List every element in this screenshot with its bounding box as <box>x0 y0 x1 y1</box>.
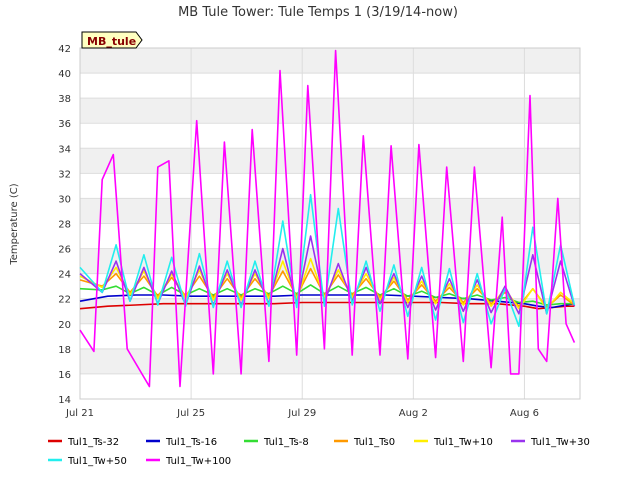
annotation-box: MB_tule <box>81 31 143 49</box>
y-tick-label: 14 <box>58 395 71 406</box>
legend-label: Tul1_Tw+100 <box>165 456 231 467</box>
series-line <box>79 193 576 328</box>
legend-label: Tul1_Tw+30 <box>530 437 590 448</box>
y-tick-label: 20 <box>58 320 71 331</box>
y-tick-label: 38 <box>58 94 71 105</box>
x-tick-label: Aug 6 <box>510 408 539 419</box>
plot-frame <box>79 47 581 400</box>
y-tick-label: 16 <box>58 370 71 381</box>
legend-label: Tul1_Tw+10 <box>433 437 493 448</box>
legend-label: Tul1_Ts-8 <box>263 437 309 448</box>
y-tick-label: 42 <box>58 44 71 55</box>
plot-band <box>80 148 580 174</box>
y-tick-label: 26 <box>58 245 71 256</box>
y-tick-label: 40 <box>58 69 71 80</box>
y-tick-label: 28 <box>58 220 71 231</box>
legend: Tul1_Ts-32 Tul1_Ts-16 Tul1_Ts-8 Tul1_Ts0 Tul… <box>48 437 590 467</box>
series-lines <box>79 49 576 388</box>
x-tick-label: Jul 29 <box>287 408 316 419</box>
x-tick-label: Jul 21 <box>65 408 94 419</box>
chart-title: MB Tule Tower: Tule Temps 1 (3/19/14-now… <box>178 5 458 20</box>
y-tick-label: 30 <box>58 194 71 205</box>
y-tick-label: 24 <box>58 270 71 281</box>
y-tick-label: 34 <box>58 144 71 155</box>
series-line <box>79 294 575 309</box>
y-tick-label: 18 <box>58 345 71 356</box>
series-line <box>79 49 576 388</box>
x-axis-ticks: Jul 21 Jul 25 Jul 29 Aug 2 Aug 6 <box>65 408 539 419</box>
plot-band <box>80 348 580 374</box>
y-axis-label: Temperature (C) <box>9 183 20 265</box>
y-tick-label: 32 <box>58 169 71 180</box>
y-axis-ticks: 14 16 18 20 22 24 26 28 30 32 34 36 38 40 42 <box>58 44 71 406</box>
series-line <box>79 301 575 310</box>
legend-label: Tul1_Tw+50 <box>67 456 127 467</box>
legend-label: Tul1_Ts-32 <box>67 437 119 448</box>
plot-band <box>80 48 580 74</box>
y-tick-label: 36 <box>58 119 71 130</box>
series-line <box>79 235 576 315</box>
legend-label: Tul1_Ts-16 <box>165 437 217 448</box>
y-tick-label: 22 <box>58 295 71 306</box>
x-tick-label: Aug 2 <box>399 408 428 419</box>
legend-label: Tul1_Ts0 <box>353 437 395 448</box>
x-tick-label: Jul 25 <box>176 408 205 419</box>
plot-band <box>80 98 580 124</box>
annotation-label: MB_tule <box>87 35 136 48</box>
series-line <box>79 284 575 306</box>
